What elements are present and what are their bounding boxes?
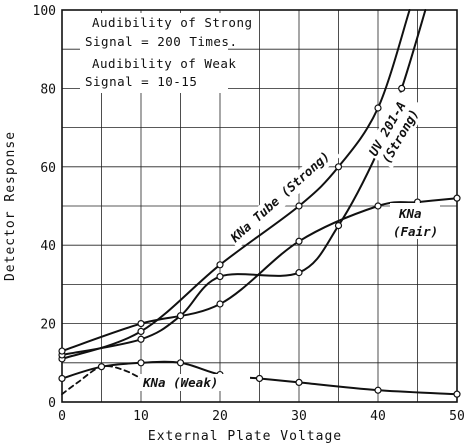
y-tick-labels: 0 20 40 60 80 100 [33,4,56,411]
kna-fair-label-bg [390,203,440,239]
data-point-kna-weak [176,359,185,367]
data-point-kna-tube-strong [137,327,145,336]
data-point-kna-weak [97,363,106,371]
x-tick-label: 30 [291,409,307,424]
data-point-uv-201-a-strong [216,272,224,281]
annotation-line-3: Audibility of Weak [92,56,236,71]
y-tick-label: 60 [40,161,56,176]
data-point-kna-fair [453,194,461,202]
data-point-kna-weak [453,390,461,398]
y-axis-title: Detector Response [3,131,18,281]
x-axis-title: External Plate Voltage [148,429,342,444]
annotation-box: Audibility of Strong Signal = 200 Times.… [80,13,253,93]
curve-labels: KNa Tube (Strong) UV 201-A (Strong) KNa … [140,92,440,391]
x-tick-label: 0 [58,409,66,424]
data-point-kna-tube-strong [216,261,224,269]
data-point-kna-fair [216,300,224,308]
markers-layer [58,84,461,398]
data-point-kna-fair [137,320,145,328]
annotation-line-1: Audibility of Strong [92,15,253,30]
data-point-kna-weak [295,378,303,386]
x-tick-labels: 0 10 20 30 40 50 [58,409,465,424]
plot-frame [61,9,458,403]
data-point-kna-weak [137,359,145,367]
y-tick-label: 100 [33,4,56,19]
data-point-kna-tube-strong [295,202,303,210]
kna-fair-label-line-2: (Fair) [393,224,438,239]
x-tick-label: 20 [212,409,228,424]
data-point-kna-tube-strong [334,163,343,171]
annotation-line-2: Signal = 200 Times. [85,34,238,49]
data-point-uv-201-a-strong [398,84,406,93]
data-point-kna-weak [58,374,66,383]
uv-label-bg [364,92,428,169]
data-point-uv-201-a-strong [176,312,185,320]
data-point-kna-weak [255,374,264,383]
data-point-uv-201-a-strong [334,222,343,230]
x-tick-label: 10 [133,409,149,424]
y-tick-label: 0 [48,396,56,411]
data-point-uv-201-a-strong [137,335,145,343]
y-tick-label: 20 [40,318,56,333]
kna-fair-label-line-1: KNa [398,206,422,221]
x-tick-label: 40 [370,409,386,424]
data-point-kna-tube-strong [374,104,382,112]
data-point-kna-fair [374,202,382,210]
kna-tube-label-bg [225,142,341,249]
y-tick-label: 80 [40,82,56,97]
annotation-line-4: Signal = 10-15 [85,74,197,89]
x-tick-label: 50 [449,409,465,424]
data-point-uv-201-a-strong [295,269,303,277]
data-point-kna-fair [58,347,66,355]
y-tick-label: 40 [40,239,56,254]
data-point-kna-fair [295,237,303,245]
kna-weak-label: KNa (Weak) [142,375,218,390]
annotation-background [80,13,228,93]
data-point-kna-weak [374,386,382,394]
kna-weak-label-bg [140,374,250,391]
